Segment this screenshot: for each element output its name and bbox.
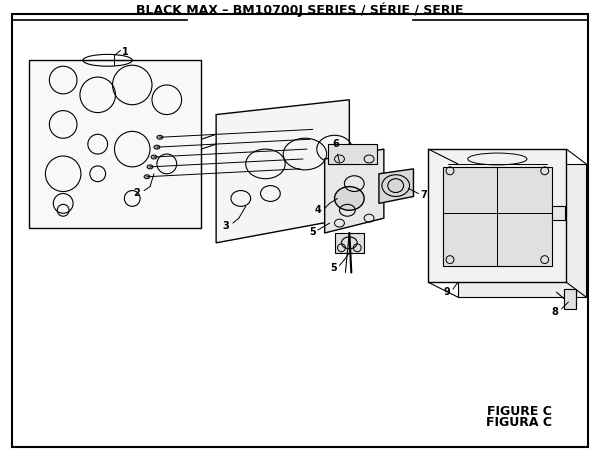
Ellipse shape <box>151 155 157 159</box>
Text: 9: 9 <box>443 287 450 297</box>
Text: FIGURA C: FIGURA C <box>485 416 551 430</box>
Polygon shape <box>458 164 586 297</box>
Text: 6: 6 <box>332 139 339 149</box>
Polygon shape <box>216 100 349 243</box>
Ellipse shape <box>157 135 163 139</box>
Text: 5: 5 <box>330 263 337 273</box>
Bar <box>443 167 551 266</box>
Text: 3: 3 <box>222 221 229 231</box>
Text: 1: 1 <box>122 47 129 57</box>
Text: 7: 7 <box>421 191 427 201</box>
Bar <box>551 206 565 220</box>
Text: 5: 5 <box>309 227 316 237</box>
Bar <box>335 233 364 253</box>
Ellipse shape <box>335 187 364 210</box>
Ellipse shape <box>144 175 150 179</box>
Ellipse shape <box>154 145 160 149</box>
Ellipse shape <box>147 165 153 169</box>
Text: FIGURE C: FIGURE C <box>487 404 551 418</box>
Polygon shape <box>325 149 384 233</box>
Polygon shape <box>29 61 202 228</box>
Text: 2: 2 <box>133 187 140 197</box>
Polygon shape <box>428 149 566 282</box>
Text: 4: 4 <box>315 205 322 215</box>
Text: 8: 8 <box>551 307 559 317</box>
Polygon shape <box>379 169 413 203</box>
Bar <box>328 144 377 164</box>
Text: BLACK MAX – BM10700J SERIES / SÉRIE / SERIE: BLACK MAX – BM10700J SERIES / SÉRIE / SE… <box>136 2 464 17</box>
Bar <box>565 289 576 309</box>
